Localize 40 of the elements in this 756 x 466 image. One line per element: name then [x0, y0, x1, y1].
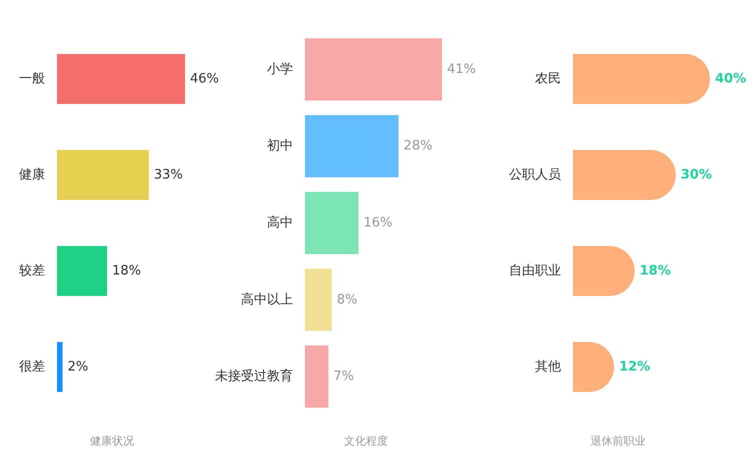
- data-label: 41%: [447, 62, 476, 77]
- bar: [57, 342, 63, 392]
- y-tick-label: 初中: [267, 138, 293, 154]
- bar: [305, 192, 358, 254]
- data-label: 46%: [190, 72, 219, 86]
- y-tick-label: 未接受过教育: [215, 368, 293, 384]
- bar: [573, 54, 710, 104]
- y-tick-label: 一般: [19, 72, 45, 86]
- bar: [573, 150, 676, 200]
- bar: [305, 115, 399, 178]
- bar: [305, 268, 332, 331]
- x-axis-title: 退休前职业: [590, 434, 646, 448]
- y-tick-label: 公职人员: [509, 168, 561, 182]
- y-tick-label: 高中: [267, 214, 293, 230]
- y-tick-label: 健康: [19, 168, 45, 182]
- bar: [57, 246, 108, 296]
- data-label: 8%: [336, 292, 358, 308]
- data-label: 40%: [715, 72, 746, 86]
- y-tick-label: 很差: [19, 360, 45, 374]
- data-label: 33%: [154, 168, 183, 182]
- bar: [305, 38, 442, 101]
- data-label: 12%: [619, 360, 650, 374]
- data-label: 28%: [404, 138, 432, 154]
- data-label: 2%: [68, 360, 88, 374]
- data-label: 18%: [112, 264, 141, 278]
- data-label: 7%: [333, 369, 354, 384]
- x-axis-title: 健康状况: [90, 434, 134, 448]
- y-tick-label: 较差: [19, 264, 45, 278]
- y-tick-label: 高中以上: [241, 291, 293, 308]
- y-tick-label: 小学: [267, 62, 293, 77]
- y-tick-label: 农民: [535, 72, 561, 86]
- bar: [305, 345, 328, 408]
- bar: [57, 54, 185, 104]
- x-axis-title: 文化程度: [344, 434, 388, 448]
- data-label: 18%: [640, 264, 671, 278]
- y-tick-label: 自由职业: [509, 264, 561, 278]
- data-label: 30%: [680, 168, 712, 182]
- bar: [57, 150, 149, 200]
- data-label: 16%: [363, 216, 392, 230]
- y-tick-label: 其他: [535, 360, 561, 374]
